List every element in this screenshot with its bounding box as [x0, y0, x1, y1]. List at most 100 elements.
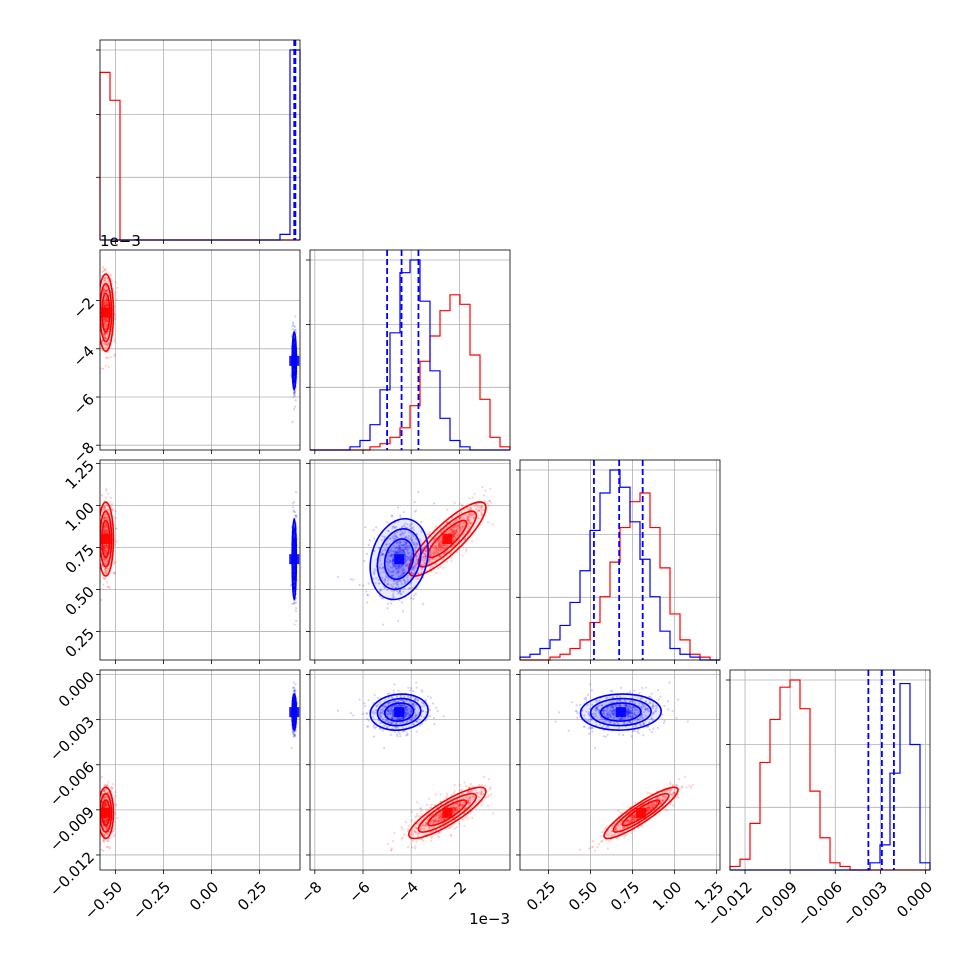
sample-point [106, 303, 109, 307]
sample-point [381, 623, 385, 626]
sample-point [106, 317, 109, 320]
sample-point [420, 520, 423, 524]
sample-point [103, 305, 106, 308]
sample-point [395, 541, 399, 545]
sample-point [454, 537, 457, 540]
sample-point [411, 522, 414, 526]
sample-point [106, 818, 109, 821]
sample-point [95, 827, 97, 829]
sample-point [113, 811, 116, 814]
sample-point [104, 525, 107, 528]
sample-point [398, 546, 401, 549]
sample-point [94, 312, 96, 314]
sample-point [295, 514, 298, 518]
sample-point [421, 556, 425, 559]
sample-point [293, 354, 296, 357]
sample-point [291, 321, 295, 324]
sample-point [391, 559, 395, 563]
sample-point [404, 545, 407, 549]
sample-point [466, 518, 470, 522]
sample-point [105, 323, 108, 326]
sample-point [403, 581, 407, 584]
sample-point [410, 555, 413, 558]
sample-point [412, 566, 415, 569]
sample-point [114, 540, 117, 543]
sample-point [476, 510, 479, 513]
sample-point [410, 540, 414, 543]
sample-point [105, 343, 108, 346]
sample-point [398, 563, 401, 566]
sample-point [94, 530, 96, 532]
sample-point [106, 790, 109, 793]
sample-point [105, 570, 109, 573]
sample-point [107, 330, 110, 334]
sample-point [103, 506, 106, 509]
sample-point [434, 525, 438, 528]
sample-point [107, 556, 110, 559]
sample-point [389, 583, 393, 586]
sample-point [113, 560, 116, 563]
sample-point [398, 579, 401, 583]
grid-layer [100, 40, 930, 870]
sample-point [103, 803, 107, 807]
sample-point [457, 523, 460, 527]
sample-point [103, 805, 106, 808]
sample-point [422, 563, 426, 566]
sample-point [100, 494, 104, 497]
sample-point [104, 515, 107, 518]
sample-point [467, 520, 471, 523]
sample-point [406, 564, 409, 567]
sample-point [403, 569, 406, 572]
sample-point [106, 585, 109, 588]
sample-point [98, 566, 100, 568]
sample-point [95, 313, 97, 315]
sample-point [104, 289, 108, 292]
sample-point [103, 804, 106, 807]
sample-point [432, 546, 435, 549]
sample-point [103, 301, 107, 304]
sample-point [404, 581, 407, 584]
sample-point [458, 528, 462, 531]
sample-point [400, 532, 403, 535]
sample-point [459, 527, 462, 530]
sample-point [438, 543, 441, 547]
sample-point [440, 536, 443, 540]
sample-point [105, 297, 108, 301]
sample-point [415, 562, 418, 565]
sample-point [404, 564, 408, 567]
sample-point [102, 558, 105, 561]
sample-point [458, 522, 461, 525]
sample-point [104, 529, 107, 532]
sample-point [434, 536, 437, 539]
sample-point [391, 554, 394, 557]
sample-point [105, 290, 108, 293]
sample-point [469, 513, 472, 516]
sample-point [105, 271, 109, 274]
sample-point [103, 548, 106, 552]
sample-point [293, 550, 296, 553]
sample-point [293, 351, 296, 354]
sample-point [432, 551, 435, 554]
sample-point [372, 573, 376, 576]
sample-point [104, 334, 107, 337]
sample-point [487, 504, 490, 507]
sample-point [389, 559, 392, 562]
sample-point [104, 322, 107, 325]
sample-point [396, 552, 399, 555]
sample-point [394, 537, 397, 540]
sample-point [103, 547, 106, 550]
sample-point [294, 328, 297, 332]
sample-point [402, 543, 405, 546]
sample-point [459, 526, 462, 529]
sample-point [293, 367, 296, 370]
sample-point [432, 553, 436, 556]
sample-point [398, 533, 402, 536]
sample-point [403, 543, 406, 547]
sample-point [391, 585, 394, 588]
sample-point [105, 826, 109, 830]
sample-point [459, 516, 462, 519]
sample-point [380, 539, 384, 542]
sample-point [408, 531, 411, 534]
sample-point [97, 801, 99, 803]
